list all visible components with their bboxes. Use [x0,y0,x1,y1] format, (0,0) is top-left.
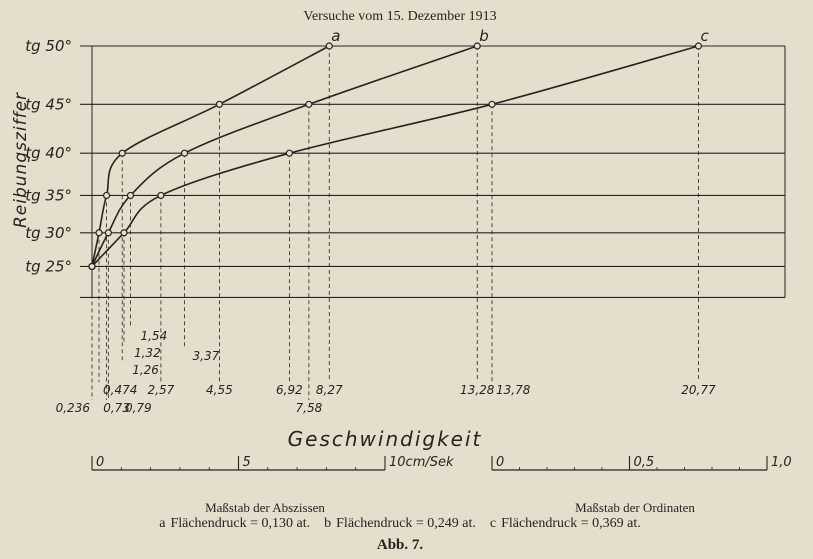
data-point [118,149,126,157]
ordinate-scale-label: Maßstab der Ordinaten [575,500,695,515]
series-label: b [479,27,489,45]
caption-text: Flächendruck = 0,369 at. [501,516,641,531]
data-point [285,149,293,157]
x-tick-label: 1,26 [132,363,159,377]
series-label: a [331,27,340,45]
x-tick-label: 13,28 [460,383,495,397]
caption-text: Flächendruck = 0,249 at. [336,516,476,531]
data-point [104,229,112,237]
x-tick-label: 3,37 [193,349,220,363]
x-tick-label: 2,57 [148,383,175,397]
x-tick-label: 0,73 [103,401,130,415]
data-point [126,191,135,200]
y-tick-label: tg 45° [25,95,72,113]
ordinate-scale-tick-label: 1,0 [771,455,792,470]
data-point [157,191,165,200]
y-tick-label: tg 25° [25,257,72,275]
x-tick-label: 6,92 [276,383,303,397]
x-tick-label: 0,79 [125,401,152,415]
y-tick-label: tg 35° [25,186,72,204]
y-tick-label: tg 50° [25,37,72,55]
y-tick-label: tg 40° [25,144,72,162]
data-point [694,42,703,50]
data-point [102,191,111,200]
abscissa-scale-tick-label: 10cm/Sek [389,455,454,470]
caption-series-name: b [324,516,331,531]
figure-label: Abb. 7. [377,537,424,553]
x-axis-label: Geschwindigkeit [288,427,483,451]
caption: a Flächendruck = 0,130 at. b Flächendruck =… [159,516,641,531]
x-tick-label: 1,54 [140,329,167,343]
data-point [325,42,333,50]
abscissa-scale-tick-label: 5 [243,455,251,470]
series-label: c [700,27,709,45]
x-tick-label: 0,474 [103,383,137,397]
data-point [305,100,313,108]
ordinate-scale-tick-label: 0,5 [634,455,655,470]
data-point [488,100,496,108]
y-axis-label: Reibungsziffer [11,92,31,228]
x-tick-label: 20,77 [681,383,716,397]
x-tick-label: 0,236 [56,401,91,415]
data-point [120,229,128,237]
abscissa-scale-label: Maßstab der Abszissen [205,500,325,515]
abscissa-scale-tick-label: 0 [96,455,104,470]
data-point [95,229,103,237]
data-point [88,262,96,271]
data-point [180,149,189,157]
caption-series-name: a [159,516,166,531]
data-point [215,100,223,108]
data-point [473,42,481,50]
ordinate-scale-tick-label: 0 [496,455,504,470]
x-tick-label: 8,27 [316,383,343,397]
caption-series-name: c [490,516,496,531]
chart-title: Versuche vom 15. Dezember 1913 [303,9,496,24]
x-tick-label: 1,32 [134,346,161,360]
x-tick-label: 13,78 [496,383,531,397]
y-tick-label: tg 30° [25,224,72,242]
caption-text: Flächendruck = 0,130 at. [170,516,310,531]
x-tick-label: 4,55 [206,383,233,397]
x-tick-label: 7,58 [296,401,323,415]
